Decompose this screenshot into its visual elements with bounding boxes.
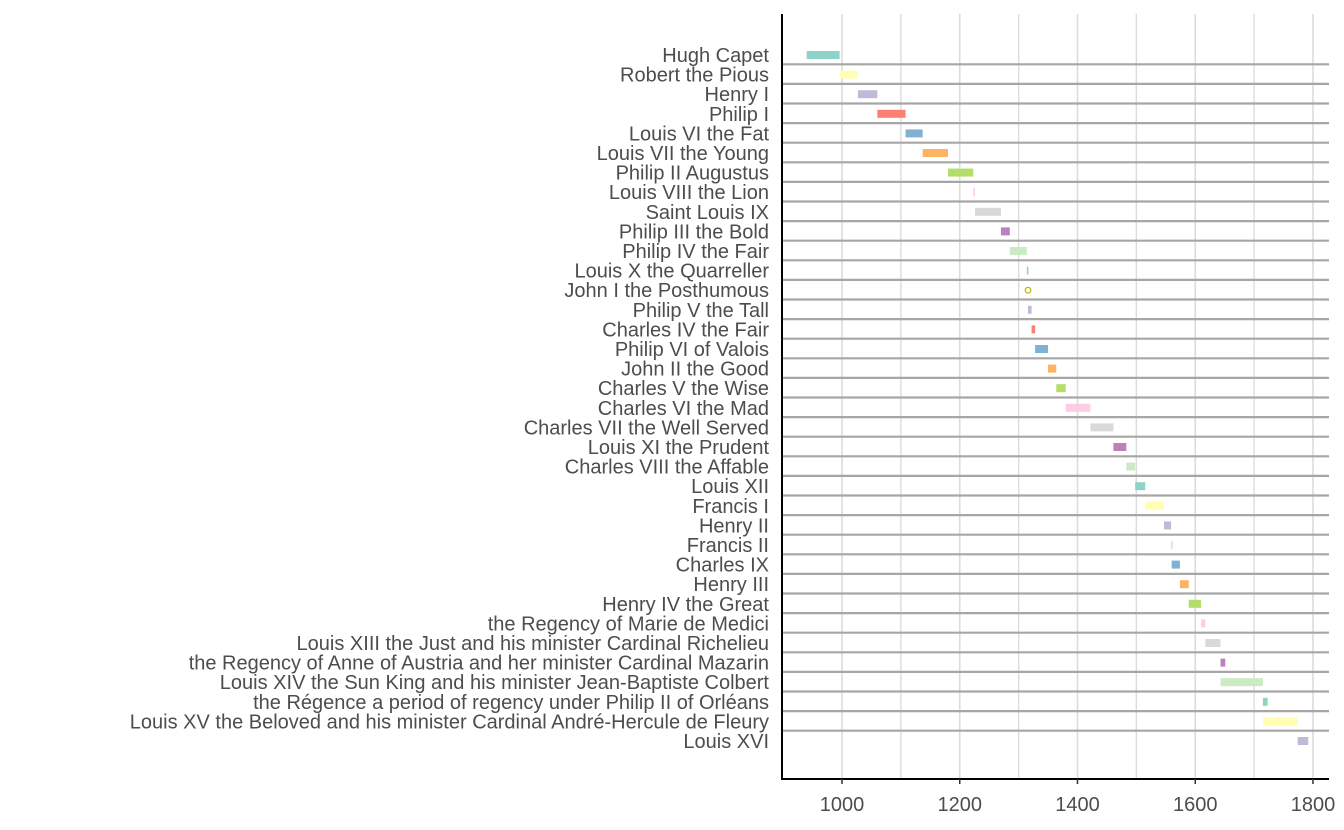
reign-bar	[973, 188, 976, 197]
reign-bar	[1113, 443, 1127, 451]
y-axis-label: Charles V the Wise	[598, 378, 769, 400]
y-axis-label: Louis X the Quarreller	[574, 261, 769, 283]
y-axis-label: Charles VII the Well Served	[524, 417, 769, 439]
x-tick-label: 1600	[1173, 794, 1218, 816]
reign-bar	[1090, 423, 1114, 432]
y-axis-label: Louis XII	[691, 476, 769, 498]
y-axis-label: Philip V the Tall	[633, 300, 769, 322]
y-axis-label: the Regency of Marie de Medici	[488, 613, 769, 635]
row-separator-lines	[783, 63, 1329, 732]
reign-bar	[947, 168, 974, 177]
reign-bar	[1188, 599, 1202, 608]
reign-bar	[806, 51, 840, 59]
reign-bar	[877, 109, 906, 118]
y-axis-label: Henry II	[699, 515, 769, 537]
y-axis-label: Philip III the Bold	[619, 221, 769, 243]
y-axis-label: Charles IV the Fair	[602, 319, 769, 341]
y-axis-label: Louis XI the Prudent	[588, 437, 770, 459]
y-axis-label: Charles VI the Mad	[598, 398, 769, 420]
y-axis-label: Louis VII the Young	[597, 143, 769, 165]
reign-bars	[806, 51, 1309, 745]
reign-bar	[1262, 697, 1268, 706]
y-axis-label: Louis XV the Beloved and his minister Ca…	[130, 711, 769, 733]
reign-bar	[1000, 227, 1010, 236]
reign-bar	[1035, 345, 1049, 353]
reign-bar	[1026, 266, 1029, 275]
y-axis-label: Louis XVI	[683, 731, 769, 753]
reign-bar	[1220, 658, 1226, 667]
y-axis-label: Philip VI of Valois	[615, 339, 769, 361]
reign-bar	[1048, 364, 1057, 373]
y-axis-label: Philip II Augustus	[616, 163, 769, 185]
reign-bar	[839, 70, 858, 79]
y-axis-label: Louis XIV the Sun King and his minister …	[220, 672, 770, 694]
x-axis-tick-labels: 1000 1200 1400 1600 1800	[820, 794, 1335, 816]
y-axis-label: Francis I	[692, 496, 769, 518]
y-axis-label: John I the Posthumous	[564, 280, 769, 302]
reign-bar	[905, 129, 923, 138]
y-axis-label: Francis II	[687, 535, 769, 557]
reign-bar	[1028, 305, 1032, 314]
x-tick-label: 1800	[1291, 794, 1336, 816]
reign-bar	[1164, 521, 1172, 530]
reign-bar	[1297, 737, 1309, 745]
y-axis-label: Hugh Capet	[662, 45, 769, 67]
reign-bar	[857, 90, 878, 99]
reign-bar	[1179, 580, 1189, 589]
y-axis-label: Henry III	[693, 574, 769, 596]
reign-bar	[1056, 384, 1066, 393]
reign-bar	[975, 207, 1001, 216]
reign-bar	[1171, 560, 1180, 569]
reign-bar	[1205, 639, 1221, 647]
y-axis-label: Henry IV the Great	[602, 594, 769, 616]
x-tick-label: 1000	[820, 794, 865, 816]
y-axis-label: Saint Louis IX	[646, 202, 769, 224]
reign-bar	[1009, 247, 1027, 255]
y-axis-label: Henry I	[705, 84, 769, 106]
reign-bar	[1220, 678, 1263, 687]
y-axis-label: Philip I	[709, 104, 769, 126]
reign-bar	[1201, 619, 1206, 628]
reign-point	[1024, 286, 1032, 294]
y-axis-label: Robert the Pious	[620, 65, 769, 87]
y-axis-label: Charles IX	[676, 555, 769, 577]
y-axis-label: the Regency of Anne of Austria and her m…	[189, 653, 769, 675]
y-axis-label: Louis VIII the Lion	[609, 182, 769, 204]
y-axis-label: Louis XIII the Just and his minister Car…	[297, 633, 769, 655]
reign-bar	[1262, 717, 1298, 726]
x-tick-label: 1400	[1055, 794, 1100, 816]
y-axis-label: John II the Good	[621, 359, 769, 381]
reign-bar	[1126, 462, 1136, 471]
reign-bar	[1031, 325, 1036, 334]
reign-bar	[922, 149, 948, 157]
reign-bar	[1145, 501, 1165, 510]
y-axis-label: the Régence a period of regency under Ph…	[253, 692, 769, 714]
y-axis-label: Philip IV the Fair	[622, 241, 769, 263]
reign-bar	[1171, 541, 1173, 549]
y-axis-label: Charles VIII the Affable	[565, 457, 769, 479]
reign-bar	[1135, 482, 1146, 491]
x-tick-label: 1200	[937, 794, 982, 816]
reign-bar	[1065, 403, 1091, 412]
x-axis-ticks	[841, 779, 1314, 784]
y-axis-label: Louis VI the Fat	[629, 123, 770, 145]
